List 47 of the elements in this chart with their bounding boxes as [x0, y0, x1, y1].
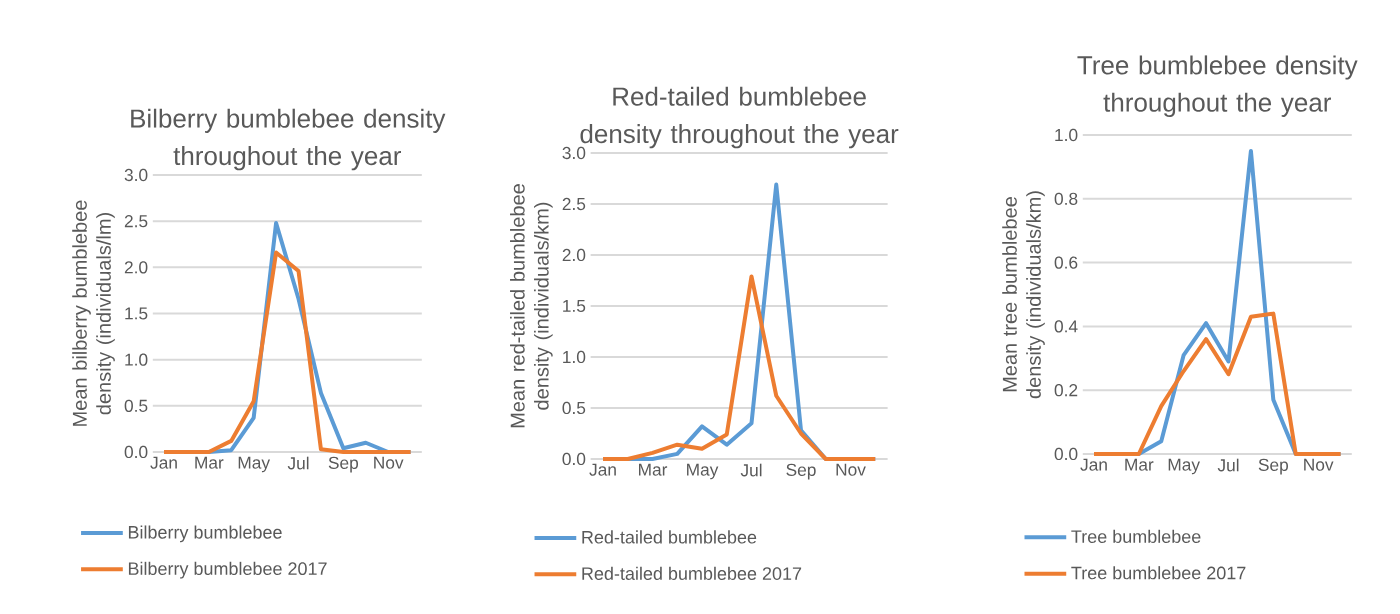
x-tick-label: Jan: [589, 463, 616, 476]
x-tick-label: Mar: [639, 463, 668, 476]
y-tick-label: 1.0: [563, 350, 586, 364]
legend-label: Tree bumblebee 2017: [1071, 566, 1246, 580]
x-tick-label: Mar: [195, 456, 224, 469]
y-tick-label: 0.5: [562, 401, 586, 415]
legend-label: Bilberry bumblebee 2017: [128, 561, 327, 579]
x-tick-label: Jan: [1080, 458, 1107, 471]
y-tick-label: 2.0: [124, 261, 148, 274]
y-tick-label: 2.5: [124, 215, 148, 228]
chart-title: Tree bumblebee density throughout the year: [1077, 55, 1358, 117]
y-axis-title: Mean red-tailed bumblebee density (individuals/km): [510, 184, 553, 428]
y-tick-label: 2.5: [562, 197, 586, 211]
legend-label: Red-tailed bumblebee: [582, 530, 757, 544]
x-tick-label: May: [238, 456, 271, 473]
y-tick-label: 3.0: [124, 168, 148, 182]
y-axis-title: Mean bilberry bumblebee density (individuals/lm): [72, 200, 115, 426]
x-tick-label: May: [1168, 458, 1200, 475]
x-tick-label: Jul: [1217, 458, 1239, 472]
x-tick-label: Nov: [1304, 458, 1334, 471]
x-tick-label: Nov: [374, 456, 404, 469]
y-tick-label: 2.0: [562, 248, 586, 262]
y-tick-label: 0.0: [124, 445, 148, 459]
y-tick-label: 0.0: [1054, 447, 1078, 461]
x-tick-label: Mar: [1125, 458, 1154, 471]
x-tick-label: Jan: [150, 456, 177, 469]
x-tick-label: Sep: [786, 463, 816, 480]
x-tick-label: May: [687, 463, 719, 480]
x-tick-label: Nov: [836, 463, 866, 476]
x-tick-label: Jul: [740, 463, 762, 477]
y-tick-label: 0.2: [1054, 384, 1078, 397]
y-tick-label: 0.6: [1054, 256, 1078, 269]
legend-label: Red-tailed bumblebee 2017: [582, 566, 802, 580]
y-axis-title: Mean tree bumblebee density (individuals/km): [1002, 191, 1045, 399]
x-tick-label: Sep: [1258, 458, 1289, 475]
legend-label: Tree bumblebee: [1071, 529, 1201, 543]
legend-label: Bilberry bumblebee: [128, 525, 282, 543]
y-tick-label: 0.0: [562, 452, 586, 466]
y-tick-label: 1.5: [563, 299, 586, 313]
y-tick-label: 1.0: [1055, 128, 1078, 142]
y-tick-label: 0.4: [1054, 320, 1078, 333]
x-tick-label: Jul: [287, 456, 309, 470]
y-tick-label: 0.8: [1054, 192, 1078, 205]
x-tick-label: Sep: [328, 456, 359, 473]
y-tick-label: 1.5: [125, 307, 148, 320]
y-tick-label: 0.5: [124, 399, 148, 412]
y-tick-label: 1.0: [125, 353, 148, 366]
